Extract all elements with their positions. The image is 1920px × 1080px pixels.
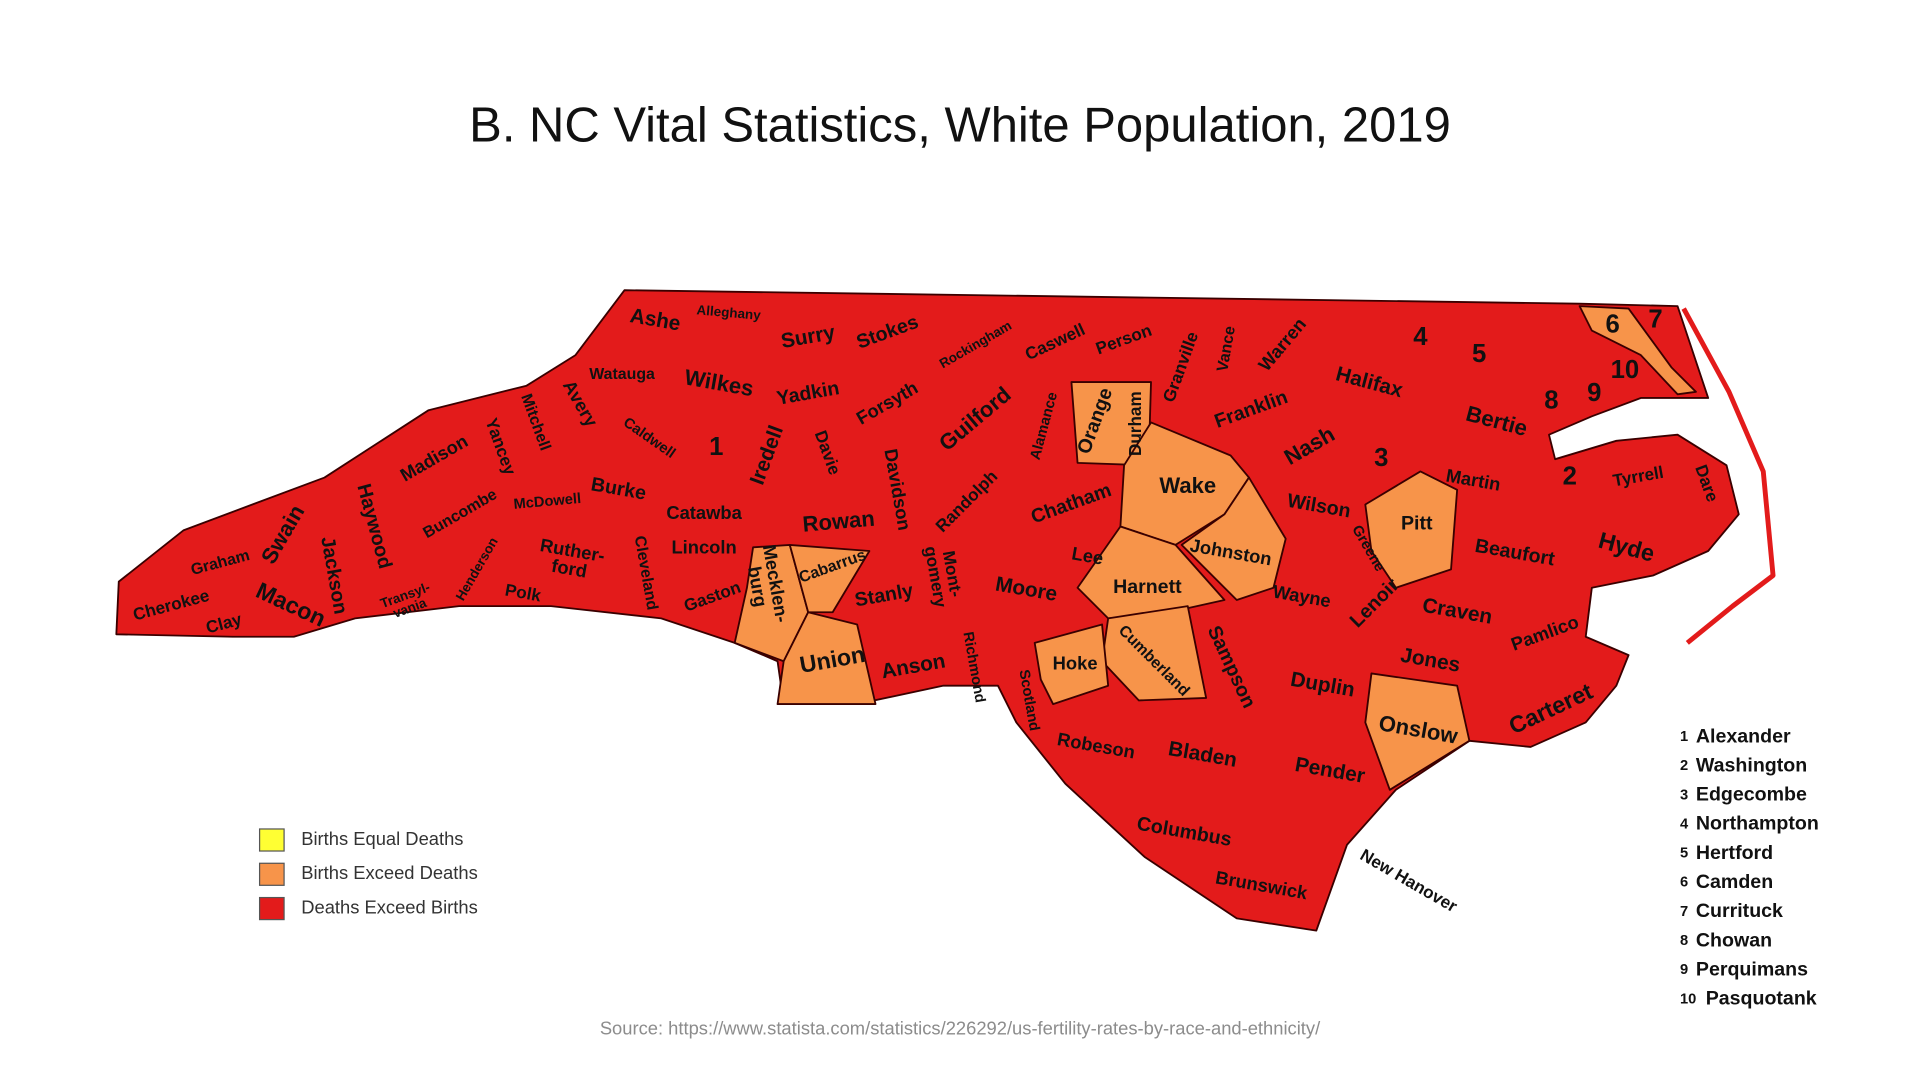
county-name: New Hanover [1357, 845, 1461, 917]
key-number: 4 [1680, 816, 1689, 832]
key-number: 2 [1680, 758, 1688, 774]
county-name: Wake [1159, 473, 1216, 498]
county-number: 4 [1413, 323, 1428, 351]
county-label: Harnett [1113, 576, 1182, 598]
key-name: Washington [1696, 754, 1807, 776]
county-name: Lee [1070, 542, 1105, 568]
orange-counties [733, 305, 1697, 791]
key-name: Alexander [1696, 725, 1791, 747]
key-name: Pasquotank [1706, 988, 1817, 1010]
key-name: Northampton [1696, 813, 1819, 835]
county-name: Catawba [666, 502, 742, 523]
county-label: Wake [1159, 473, 1216, 498]
key-number: 8 [1680, 933, 1688, 949]
key-name: Perquimans [1696, 958, 1808, 980]
legend-swatch [258, 896, 285, 921]
county-number: 8 [1544, 386, 1558, 414]
legend-swatch [258, 828, 285, 852]
county-number: 9 [1587, 379, 1601, 407]
county-label: McDowell [513, 491, 582, 513]
county-number: 1 [709, 433, 723, 461]
county-name: Hoke [1053, 653, 1098, 674]
county-label: Lincoln [671, 536, 736, 557]
county-label: New Hanover [1357, 845, 1461, 917]
key-name: Hertford [1696, 842, 1773, 864]
county-label: Watauga [589, 366, 655, 383]
county-number: 7 [1648, 306, 1662, 334]
key-name: Camden [1696, 871, 1773, 893]
legend-label: Births Exceed Deaths [301, 862, 478, 883]
key-name: Chowan [1696, 929, 1772, 951]
county-label: Alleghany [696, 302, 762, 323]
county-label: Pitt [1401, 512, 1433, 534]
key-number: 1 [1680, 729, 1688, 745]
region [1180, 476, 1287, 601]
county-name: Pitt [1401, 512, 1433, 534]
region [776, 611, 877, 705]
region [1364, 672, 1471, 791]
key-number: 3 [1680, 787, 1688, 803]
county-number: 6 [1606, 311, 1620, 339]
state-map [115, 289, 1776, 932]
key-name: Currituck [1696, 900, 1783, 922]
county-name: Durham [1125, 391, 1145, 456]
county-number: 10 [1611, 356, 1640, 384]
key-number: 7 [1680, 904, 1688, 920]
region [788, 543, 871, 614]
title: B. NC Vital Statistics, White Population… [469, 99, 1451, 153]
county-label: Rowan [802, 506, 876, 537]
county-label: Lee [1070, 542, 1105, 568]
county-name: Harnett [1113, 576, 1182, 598]
key-name: Edgecombe [1696, 784, 1807, 806]
county-name: Lincoln [671, 536, 736, 557]
legend-label: Deaths Exceed Births [301, 896, 478, 917]
region [1033, 623, 1110, 705]
county-number: 3 [1374, 444, 1388, 472]
region [1364, 470, 1459, 589]
outer-banks [1681, 307, 1776, 645]
region [1578, 305, 1697, 396]
county-number: 2 [1563, 462, 1577, 490]
state-body [115, 289, 1740, 932]
county-number: 5 [1472, 340, 1486, 368]
key-number: 5 [1680, 846, 1688, 862]
legend-swatch [258, 862, 285, 886]
county-name: Rowan [802, 506, 876, 537]
county-name: McDowell [513, 491, 582, 513]
source: Source: https://www.statista.com/statist… [600, 1018, 1321, 1039]
region [1119, 421, 1250, 546]
legend-label: Births Equal Deaths [301, 828, 463, 849]
key-number: 9 [1680, 962, 1688, 978]
county-label: Hoke [1053, 653, 1098, 674]
county-label: Catawba [666, 502, 742, 523]
key-number: 10 [1680, 991, 1696, 1007]
county-name: Watauga [589, 366, 655, 383]
county-label: Durham [1125, 391, 1145, 456]
key-number: 6 [1680, 875, 1688, 891]
county-name: Alleghany [696, 302, 762, 323]
